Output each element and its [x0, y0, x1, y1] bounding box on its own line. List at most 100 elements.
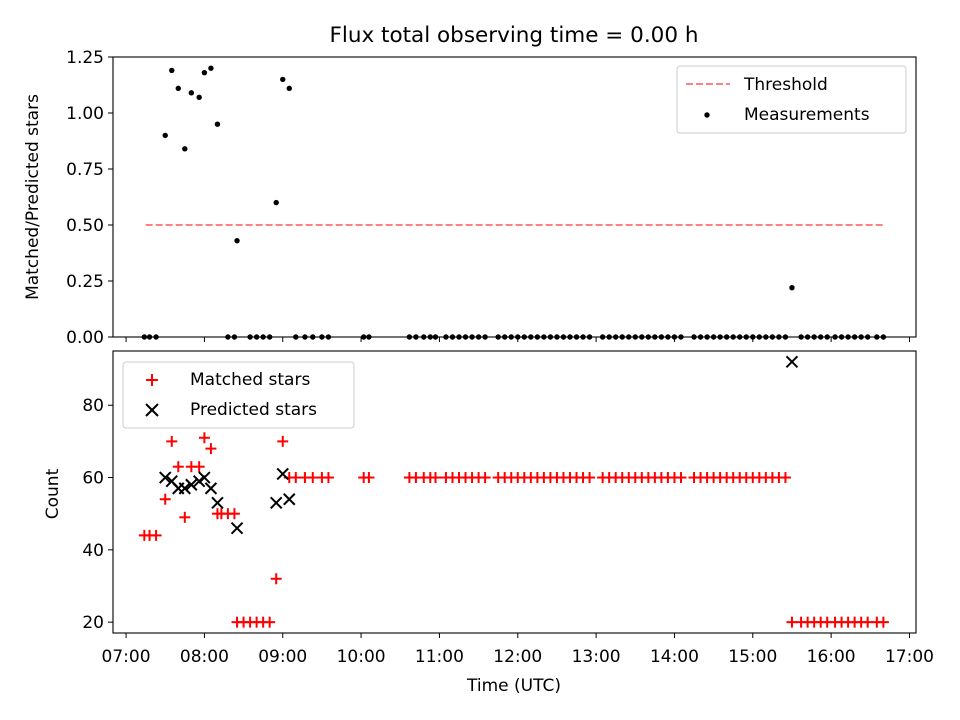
matched-star-marker: [193, 461, 205, 473]
measurement-point: [406, 334, 413, 340]
measurement-point: [462, 334, 469, 340]
measurement-point: [789, 285, 795, 291]
matched-star-marker: [479, 472, 491, 484]
x-tick-label: 11:00: [415, 647, 464, 667]
measurement-point: [612, 334, 619, 340]
predicted-star-marker: [211, 496, 224, 510]
measurement-point: [280, 76, 286, 83]
measurement-point: [141, 334, 148, 340]
measurement-point: [495, 334, 501, 340]
measurement-point: [838, 334, 845, 340]
measurement-point: [671, 334, 678, 340]
measurement-point: [811, 334, 817, 340]
measurement-point: [469, 334, 475, 340]
measurement-point: [804, 334, 811, 340]
measurement-point: [678, 334, 684, 340]
predicted-star-marker: [276, 467, 289, 481]
predicted-star-marker: [185, 478, 198, 491]
top-plot-area: 0.00 0.25 0.50 0.75 1.00 1.25: [66, 48, 917, 348]
measurement-point: [632, 334, 638, 340]
x-tick-label: 17:00: [885, 647, 934, 667]
measurement-point: [658, 334, 665, 340]
measurement-point: [750, 334, 756, 340]
measurement-point: [162, 132, 168, 139]
measurement-point: [319, 334, 325, 340]
measurement-point: [293, 334, 299, 340]
matched-star-marker: [779, 472, 791, 484]
top-legend-box: [676, 65, 907, 134]
matched-star-marker: [228, 508, 240, 520]
measurement-point: [626, 334, 632, 340]
measurement-point: [580, 334, 586, 340]
matched-star-marker: [150, 529, 162, 541]
measurement-point: [427, 334, 433, 340]
measurement-point: [273, 199, 279, 206]
measurement-point: [723, 334, 730, 340]
matched-star-marker: [166, 435, 178, 447]
x-tick-label: 13:00: [572, 647, 621, 667]
measurement-point: [515, 334, 521, 340]
x-axis-label: Time (UTC): [466, 676, 561, 696]
measurement-point: [234, 237, 240, 244]
predicted-star-marker: [283, 493, 296, 506]
predicted-star-marker: [198, 471, 211, 484]
measurement-point: [639, 334, 645, 340]
measurement-point: [756, 334, 763, 340]
measurement-point: [175, 85, 181, 92]
measurement-point: [743, 334, 749, 340]
predicted-star-marker: [785, 355, 799, 369]
measurement-point: [599, 334, 606, 340]
matched-star-marker: [159, 493, 171, 505]
measurement-point: [858, 334, 864, 340]
chart-title: Flux total observing time = 0.00 h: [330, 23, 699, 48]
measurement-point: [737, 334, 743, 340]
matched-star-marker: [584, 472, 596, 484]
top-y-tick-label: 1.25: [66, 48, 104, 68]
predicted-star-marker: [178, 482, 192, 495]
measurement-point: [547, 334, 554, 340]
predicted-star-marker: [159, 471, 172, 484]
measurement-point: [880, 334, 887, 340]
matched-star-marker: [172, 461, 184, 473]
legend-measurements-label: Measurements: [744, 105, 870, 125]
legend-matched-stars-label: Matched stars: [190, 370, 310, 390]
measurement-point: [573, 334, 580, 340]
measurement-point: [554, 334, 560, 340]
measurement-point: [302, 334, 308, 340]
measurement-point: [310, 334, 316, 340]
matched-star-marker: [264, 616, 276, 628]
top-y-tick-label: 0.50: [66, 216, 104, 236]
top-y-tick-label: 1.00: [66, 104, 104, 124]
x-tick-label: 12:00: [493, 647, 542, 667]
measurement-point: [560, 334, 567, 340]
x-tick-label: 14:00: [650, 647, 699, 667]
predicted-star-marker: [192, 474, 206, 488]
predicted-star-marker: [270, 496, 283, 510]
measurement-point: [146, 334, 153, 340]
measurement-point: [824, 334, 830, 340]
measurement-point: [817, 334, 824, 340]
measurement-point: [153, 334, 159, 340]
measurement-point: [196, 94, 202, 101]
measurement-point: [769, 334, 776, 340]
measurement-point: [521, 334, 527, 340]
predicted-star-marker: [230, 521, 244, 535]
matched-star-marker: [179, 511, 191, 523]
matched-star-marker: [675, 472, 687, 484]
measurement-point: [652, 334, 658, 340]
measurement-point: [665, 334, 671, 340]
measurement-point: [231, 334, 238, 340]
measurement-point: [456, 334, 462, 340]
measurement-point: [697, 334, 704, 340]
measurement-point: [360, 334, 367, 340]
measurement-point: [541, 334, 547, 340]
measurement-point: [286, 85, 292, 92]
measurement-point: [730, 334, 736, 340]
matched-star-marker: [277, 435, 289, 447]
matched-star-marker: [205, 443, 217, 455]
measurement-point: [874, 334, 880, 340]
predicted-star-marker: [204, 482, 218, 495]
bottom-axes-frame: [112, 350, 917, 634]
measurement-point: [169, 67, 175, 74]
measurement-point: [534, 334, 541, 340]
